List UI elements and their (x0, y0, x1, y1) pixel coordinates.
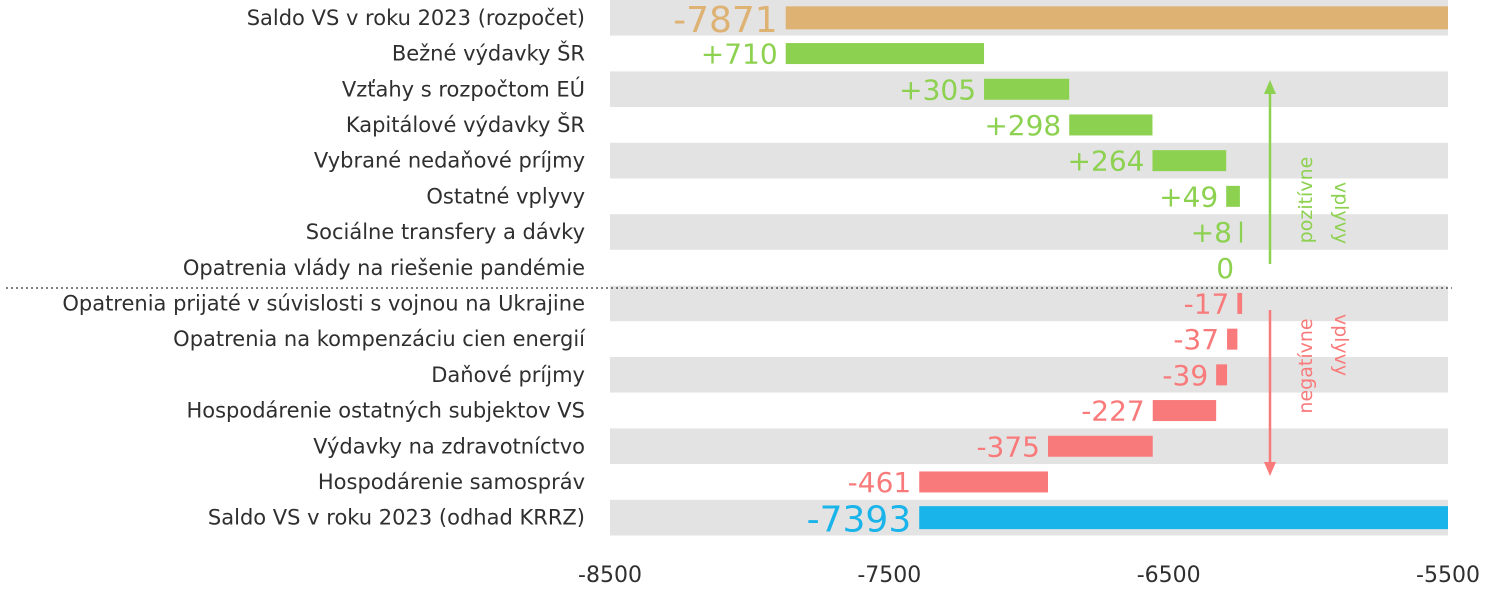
row-bands (610, 0, 1448, 536)
category-label: Ostatné vplyvy (426, 184, 585, 208)
row-band (610, 107, 1448, 143)
x-tick-label: -7500 (857, 563, 921, 588)
positive-label-line2: vplyvy (1330, 182, 1352, 244)
bar (984, 78, 1070, 100)
value-labels: -7871+710 +305+298+264 +49+80-17-37-39 -227… (673, 0, 1234, 541)
bar (919, 471, 1048, 493)
row-band (610, 249, 1448, 286)
positive-arrowhead-icon (1264, 80, 1276, 94)
bar (1047, 435, 1153, 457)
row-band (610, 178, 1448, 215)
bar (919, 506, 1448, 530)
category-label: Opatrenia vlády na riešenie pandémie (183, 256, 585, 280)
data-label: +298 (984, 109, 1061, 142)
data-label: -461 (848, 466, 912, 499)
row-band (610, 285, 1448, 322)
row-band (610, 35, 1448, 72)
row-band (610, 214, 1448, 250)
data-label: +305 (899, 73, 976, 106)
data-label: -39 (1162, 359, 1208, 392)
positive-label-line1: pozitívne (1295, 157, 1317, 244)
category-label: Vzťahy s rozpočtom EÚ (342, 76, 585, 101)
data-label: +49 (1159, 180, 1218, 213)
bar (1152, 150, 1227, 172)
data-label: 0 (1216, 252, 1234, 285)
row-band (610, 392, 1448, 429)
row-band (610, 321, 1448, 357)
bar (1216, 364, 1228, 386)
category-label: Vybrané nedaňové príjmy (314, 149, 585, 173)
negative-effects-annotation: negatívne vplyvy (1264, 310, 1352, 476)
category-label: Opatrenia prijaté v súvislosti s vojnou … (62, 291, 585, 315)
data-label: -17 (1184, 287, 1230, 320)
category-label: Výdavky na zdravotníctvo (313, 434, 585, 458)
bar (1226, 185, 1240, 207)
bar (1069, 114, 1153, 136)
x-tick-label: -6500 (1137, 563, 1201, 588)
row-band (610, 428, 1448, 465)
row-band (610, 357, 1448, 393)
data-label: -7393 (807, 500, 912, 541)
category-label: Saldo VS v roku 2023 (odhad KRRZ) (208, 506, 585, 530)
negative-arrowhead-icon (1264, 462, 1276, 476)
category-label: Kapitálové výdavky ŠR (346, 112, 585, 137)
data-label: +710 (701, 38, 778, 71)
data-label: -227 (1081, 395, 1145, 428)
negative-label-line1: negatívne (1295, 318, 1317, 413)
data-label: +8 (1191, 216, 1232, 249)
x-axis-ticks: -8500 -7500 -6500 -5500 (578, 563, 1480, 588)
data-label: -37 (1173, 323, 1219, 356)
bar (1237, 292, 1243, 314)
category-labels: Saldo VS v roku 2023 (rozpočet) Bežné výd… (62, 6, 586, 530)
bar (785, 43, 985, 65)
row-band (610, 142, 1448, 179)
category-label: Opatrenia na kompenzáciu cien energií (173, 327, 586, 351)
data-label: -7871 (673, 0, 778, 41)
category-label: Daňové príjmy (431, 363, 585, 387)
negative-label-line2: vplyvy (1330, 314, 1352, 376)
bar (785, 6, 1448, 30)
bars (785, 6, 1448, 530)
bar (1227, 328, 1238, 350)
x-tick-label: -8500 (578, 563, 642, 588)
data-label: +264 (1068, 145, 1145, 178)
category-label: Sociálne transfery a dávky (306, 220, 585, 244)
category-label: Saldo VS v roku 2023 (rozpočet) (247, 6, 585, 30)
x-tick-label: -5500 (1416, 563, 1480, 588)
category-label: Bežné výdavky ŠR (392, 41, 585, 66)
category-label: Hospodárenie samospráv (318, 470, 585, 494)
bar (1239, 221, 1243, 243)
positive-effects-annotation: pozitívne vplyvy (1264, 80, 1352, 264)
bar (1152, 400, 1217, 422)
category-label: Hospodárenie ostatných subjektov VS (186, 399, 585, 423)
data-label: -375 (976, 430, 1040, 463)
